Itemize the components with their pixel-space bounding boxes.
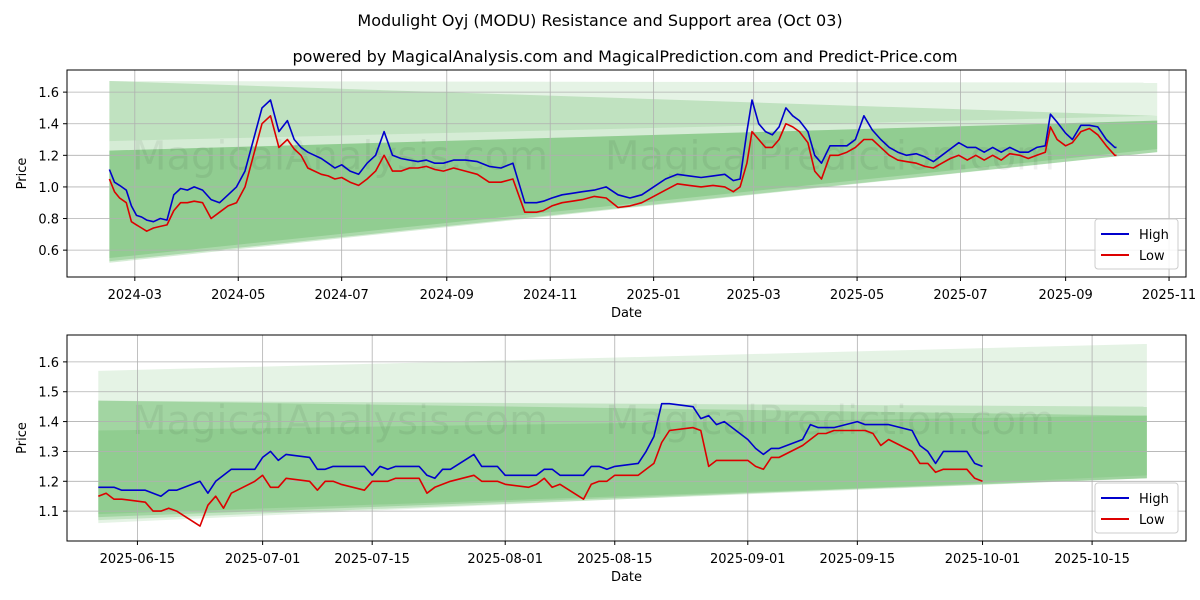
series-line-low bbox=[98, 426, 983, 527]
x-tick-label: 2025-07-01 bbox=[225, 552, 301, 567]
legend-label-high: High bbox=[1139, 228, 1169, 243]
x-tick-label: 2025-03 bbox=[726, 288, 780, 303]
plot-area: MagicalAnalysis.com MagicalPrediction.com bbox=[67, 70, 1186, 277]
x-axis-label: Date bbox=[611, 306, 642, 321]
y-axis-label: Price bbox=[15, 158, 30, 190]
plot-area: MagicalAnalysis.com MagicalPrediction.com bbox=[67, 335, 1186, 541]
series-line-high bbox=[108, 99, 1117, 223]
series-line-low bbox=[108, 115, 1117, 232]
x-axis-label: Date bbox=[611, 570, 642, 585]
chart-title: Modulight Oyj (MODU) Resistance and Supp… bbox=[357, 11, 842, 30]
y-tick-label: 1.3 bbox=[38, 445, 59, 460]
x-tick-label: 2025-09-01 bbox=[710, 552, 786, 567]
x-tick-label: 2025-10-01 bbox=[945, 552, 1021, 567]
support-resistance-band-1 bbox=[98, 400, 1147, 521]
x-tick-label: 2025-06-15 bbox=[100, 552, 176, 567]
x-tick-label: 2024-05 bbox=[211, 288, 265, 303]
x-tick-label: 2025-10-15 bbox=[1054, 552, 1130, 567]
support-resistance-band-0 bbox=[109, 81, 1158, 142]
x-tick-label: 2025-01 bbox=[626, 288, 680, 303]
watermark-text: MagicalAnalysis.com bbox=[132, 398, 548, 444]
x-tick-label: 2024-07 bbox=[314, 288, 368, 303]
x-tick-label: 2025-09 bbox=[1038, 288, 1092, 303]
legend-label-high: High bbox=[1139, 492, 1169, 507]
legend: High Low bbox=[1094, 218, 1179, 270]
y-tick-label: 1.0 bbox=[38, 181, 59, 196]
axes-frame bbox=[66, 69, 1187, 278]
y-tick-label: 0.8 bbox=[38, 213, 59, 228]
support-resistance-band-2 bbox=[98, 400, 1147, 518]
legend: High Low bbox=[1094, 482, 1179, 534]
axes-frame bbox=[66, 334, 1187, 542]
support-resistance-band-0 bbox=[98, 343, 1147, 524]
x-tick-label: 2025-08-15 bbox=[577, 552, 653, 567]
y-axis-label: Price bbox=[15, 422, 30, 454]
x-tick-label: 2025-09-15 bbox=[820, 552, 896, 567]
support-resistance-band-1 bbox=[109, 81, 1158, 263]
x-tick-label: 2025-05 bbox=[830, 288, 884, 303]
watermark-text: MagicalAnalysis.com bbox=[132, 133, 548, 179]
y-tick-label: 1.1 bbox=[38, 505, 59, 520]
overview-panel: MagicalAnalysis.com MagicalPrediction.com… bbox=[15, 69, 1196, 321]
chart-subtitle: powered by MagicalAnalysis.com and Magic… bbox=[292, 47, 957, 66]
x-tick-label: 2025-07 bbox=[933, 288, 987, 303]
legend-box bbox=[1094, 218, 1179, 270]
y-tick-label: 1.4 bbox=[38, 416, 59, 431]
y-tick-label: 0.6 bbox=[38, 244, 59, 259]
y-tick-label: 1.6 bbox=[38, 356, 59, 371]
x-tick-label: 2025-07-15 bbox=[334, 552, 410, 567]
series-line-high bbox=[98, 402, 983, 497]
y-tick-label: 1.2 bbox=[38, 475, 59, 490]
x-tick-label: 2025-08-01 bbox=[467, 552, 543, 567]
y-tick-label: 1.4 bbox=[38, 118, 59, 133]
legend-label-low: Low bbox=[1139, 513, 1165, 528]
x-tick-label: 2024-03 bbox=[108, 288, 162, 303]
legend-label-low: Low bbox=[1139, 249, 1165, 264]
x-tick-label: 2024-09 bbox=[420, 288, 474, 303]
legend-box bbox=[1094, 482, 1179, 534]
x-tick-label: 2024-11 bbox=[523, 288, 577, 303]
y-tick-label: 1.5 bbox=[38, 386, 59, 401]
x-tick-label: 2025-11 bbox=[1142, 288, 1196, 303]
y-tick-label: 1.6 bbox=[38, 86, 59, 101]
recent-panel: MagicalAnalysis.com MagicalPrediction.com… bbox=[15, 334, 1187, 585]
y-tick-label: 1.2 bbox=[38, 149, 59, 164]
